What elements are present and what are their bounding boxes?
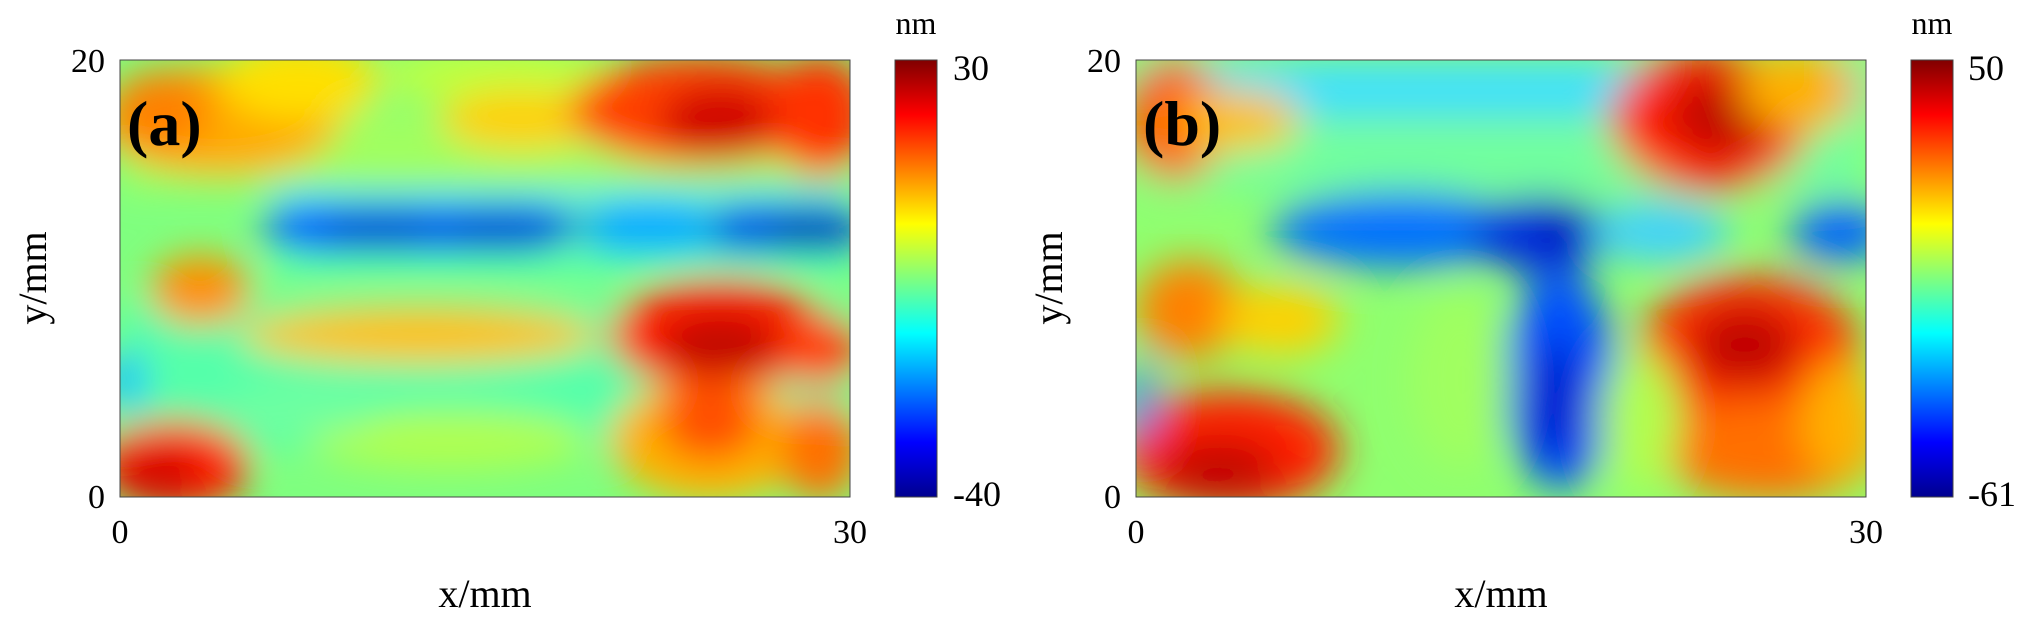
y-tick-bottom-b: 0 bbox=[1104, 479, 1121, 516]
y-axis-label-b: y/mm bbox=[1026, 231, 1071, 324]
colorbar-b: nm 50 -61 bbox=[1910, 5, 2016, 514]
x-axis-label-a: x/mm bbox=[438, 571, 531, 616]
plot-frame-a bbox=[119, 59, 851, 498]
x-tick-left-a: 0 bbox=[112, 514, 129, 551]
colorbar-gradient-b bbox=[1910, 59, 1954, 498]
plot-frame-b bbox=[1135, 59, 1867, 498]
y-tick-top-a: 20 bbox=[71, 43, 105, 80]
y-tick-top-b: 20 bbox=[1087, 43, 1121, 80]
colorbar-unit-b: nm bbox=[1912, 5, 1953, 41]
panel-label-a: (a) bbox=[127, 88, 202, 159]
y-axis-label-a: y/mm bbox=[10, 231, 55, 324]
heatmap-b bbox=[1136, 60, 1866, 497]
x-axis-label-b: x/mm bbox=[1454, 571, 1547, 616]
panel-a: (a) 20 0 0 30 x/mm y/mm nm 30 -40 bbox=[10, 5, 1001, 616]
colorbar-unit-a: nm bbox=[896, 5, 937, 41]
panel-b: (b) 20 0 0 30 x/mm y/mm nm 50 -61 bbox=[1026, 5, 2016, 616]
colorbar-max-label-a: 30 bbox=[953, 48, 989, 88]
x-tick-right-b: 30 bbox=[1849, 514, 1883, 551]
heatmap-a bbox=[120, 60, 850, 497]
x-tick-left-b: 0 bbox=[1128, 514, 1145, 551]
x-tick-right-a: 30 bbox=[833, 514, 867, 551]
colorbar-a: nm 30 -40 bbox=[894, 5, 1001, 514]
colorbar-gradient-a bbox=[894, 59, 938, 498]
y-tick-bottom-a: 0 bbox=[88, 479, 105, 516]
colorbar-min-label-a: -40 bbox=[953, 474, 1001, 514]
panel-label-b: (b) bbox=[1143, 88, 1221, 159]
colorbar-min-label-b: -61 bbox=[1968, 474, 2016, 514]
colorbar-max-label-b: 50 bbox=[1968, 48, 2004, 88]
